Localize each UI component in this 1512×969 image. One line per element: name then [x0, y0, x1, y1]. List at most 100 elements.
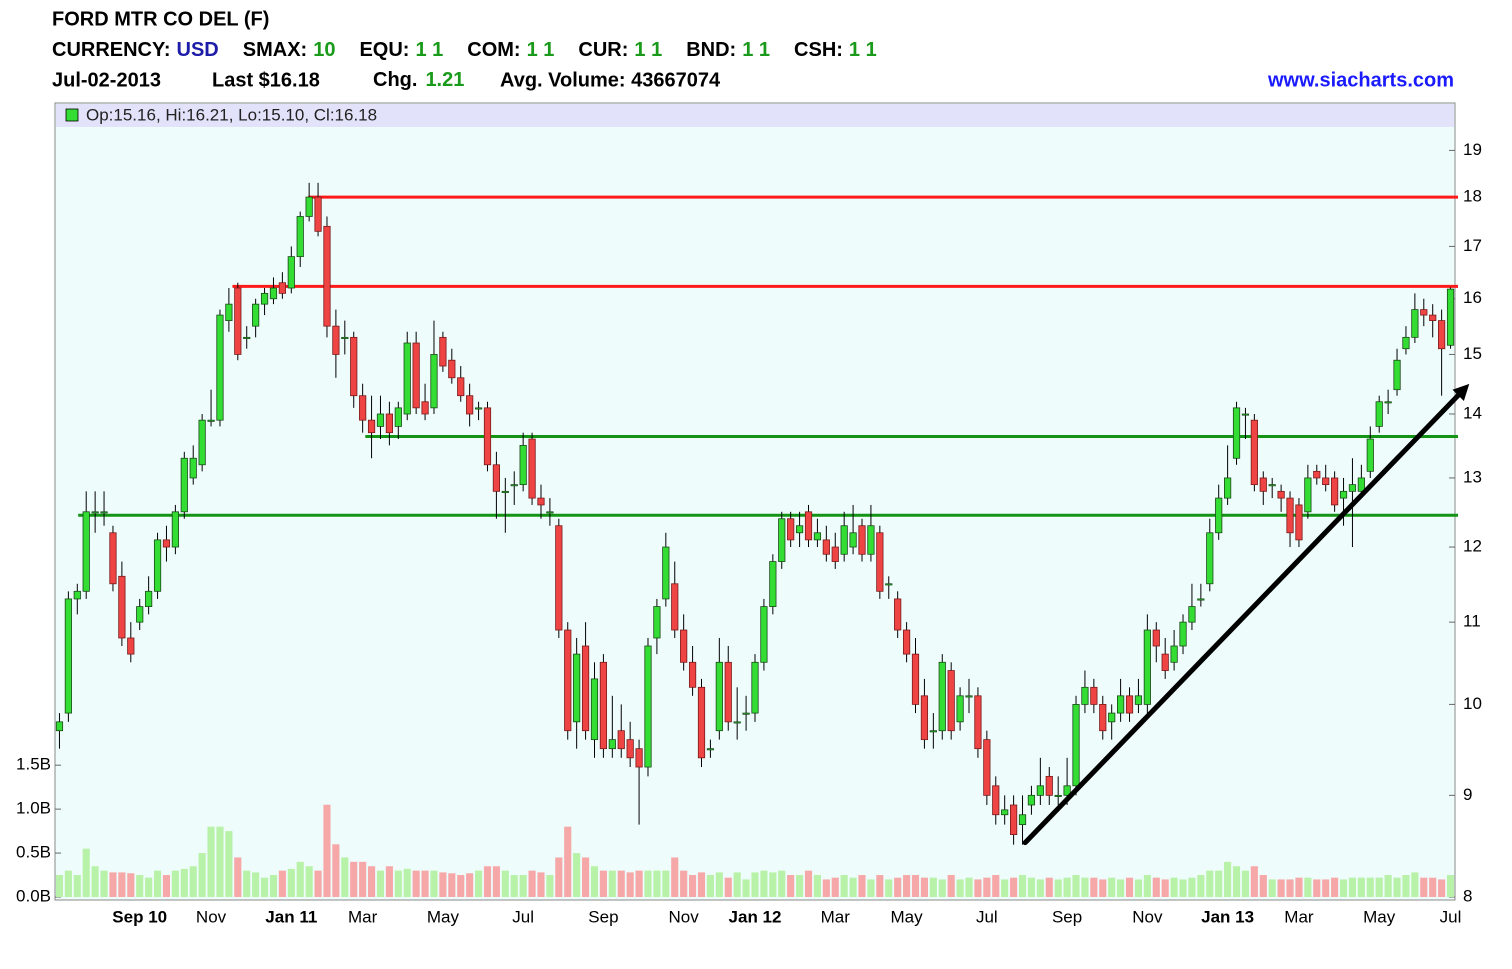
candle-body: [341, 336, 349, 339]
candle-body: [751, 661, 759, 714]
volume-bar: [680, 870, 688, 897]
candle-body: [733, 721, 741, 724]
plot-area: [54, 102, 1456, 901]
volume-bar: [252, 872, 260, 897]
volume-bar: [1384, 875, 1392, 897]
volume-bar: [1402, 875, 1410, 897]
volume-bar: [831, 877, 839, 897]
candle-body: [1304, 477, 1312, 513]
volume-bar: [1286, 879, 1294, 897]
volume-bar: [1268, 879, 1276, 897]
candle-body: [1108, 712, 1116, 723]
volume-bar: [448, 873, 456, 897]
candle-body: [1241, 413, 1250, 416]
candle-body: [742, 712, 750, 715]
volume-bar: [555, 857, 563, 897]
volume-bar: [724, 877, 732, 897]
candle-body: [626, 739, 634, 759]
x-tick-label: Jul: [976, 907, 998, 926]
info-value: 1 1: [742, 39, 770, 61]
info-value: 1 1: [849, 39, 877, 61]
candle-body: [510, 484, 518, 487]
change-label: Chg.: [373, 69, 417, 91]
candle-body: [252, 303, 260, 327]
candle-body: [1429, 314, 1437, 321]
candle-body: [1090, 686, 1098, 705]
candle-body: [1036, 785, 1044, 796]
candle-body: [1009, 804, 1018, 835]
x-tick-label: Sep: [588, 907, 618, 926]
candle-body: [457, 377, 465, 397]
candle-body: [1286, 497, 1294, 534]
y-tick-label: 14: [1463, 403, 1482, 422]
candle-body: [1438, 320, 1446, 350]
change-line: Chg. 1.21: [373, 69, 464, 91]
legend-band: [56, 104, 1454, 127]
volume-bar: [1339, 879, 1348, 897]
candle-body: [260, 292, 269, 305]
candle-body: [546, 511, 554, 514]
candle-body: [1161, 653, 1169, 671]
candle-body: [1259, 477, 1267, 492]
x-tick-label: Nov: [196, 907, 227, 926]
candle-body: [1339, 490, 1348, 499]
candle-body: [1152, 629, 1160, 647]
volume-bar: [1259, 875, 1267, 897]
candle-body: [1250, 419, 1258, 486]
volume-bar: [457, 875, 465, 897]
volume-bar: [385, 866, 393, 897]
volume-bar: [216, 826, 224, 897]
volume-bar: [1366, 877, 1374, 897]
volume-bar: [1036, 879, 1044, 897]
y2-tick-label: 1.0B: [16, 799, 51, 818]
change-value: 1.21: [425, 69, 464, 91]
x-tick-label: Mar: [821, 907, 851, 926]
volume-bar: [644, 870, 652, 897]
volume-bar: [573, 853, 581, 897]
volume-bar: [1250, 866, 1258, 897]
y-tick-label: 17: [1463, 236, 1482, 255]
candle-body: [1402, 336, 1410, 350]
candle-body: [171, 511, 179, 548]
candle-body: [501, 490, 509, 493]
candle-body: [920, 695, 929, 741]
volume-bar: [501, 870, 509, 897]
volume-bar: [867, 879, 875, 897]
volume-bar: [697, 872, 706, 897]
candle-body: [394, 407, 402, 427]
candle-body: [1224, 477, 1232, 499]
volume-bar: [1125, 877, 1134, 897]
candle-body: [724, 661, 732, 723]
volume-bar: [118, 872, 126, 897]
candle-body: [1313, 470, 1321, 479]
candle-body: [1054, 794, 1062, 797]
x-tick-label: Jul: [1440, 907, 1462, 926]
volume-bar: [1232, 866, 1241, 897]
volume-bar: [109, 872, 117, 897]
volume-bar: [920, 877, 928, 897]
x-tick-label: Mar: [348, 907, 378, 926]
volume-bar: [430, 870, 438, 897]
x-tick-label: Jan 11: [265, 907, 317, 926]
candle-body: [581, 645, 590, 732]
x-tick-label: Nov: [1132, 907, 1163, 926]
info-value: 1 1: [527, 39, 555, 61]
candle-body: [1206, 532, 1214, 585]
volume-bar: [929, 877, 937, 897]
candle-body: [136, 606, 144, 623]
y2-tick-label: 0.0B: [16, 886, 51, 905]
volume-bar: [394, 870, 402, 897]
volume-bar: [742, 879, 750, 897]
volume-bar: [127, 873, 135, 897]
candle-body: [439, 336, 447, 367]
volume-bar: [599, 870, 607, 897]
candle-body: [929, 730, 937, 733]
legend-text: Op:15.16, Hi:16.21, Lo:15.10, Cl:16.18: [86, 105, 377, 124]
candle-body: [225, 303, 233, 321]
y-tick-label: 13: [1463, 467, 1482, 486]
candle-body: [287, 256, 295, 289]
volume-bar: [617, 870, 625, 897]
candle-body: [760, 606, 768, 663]
candle-body: [1411, 309, 1419, 338]
